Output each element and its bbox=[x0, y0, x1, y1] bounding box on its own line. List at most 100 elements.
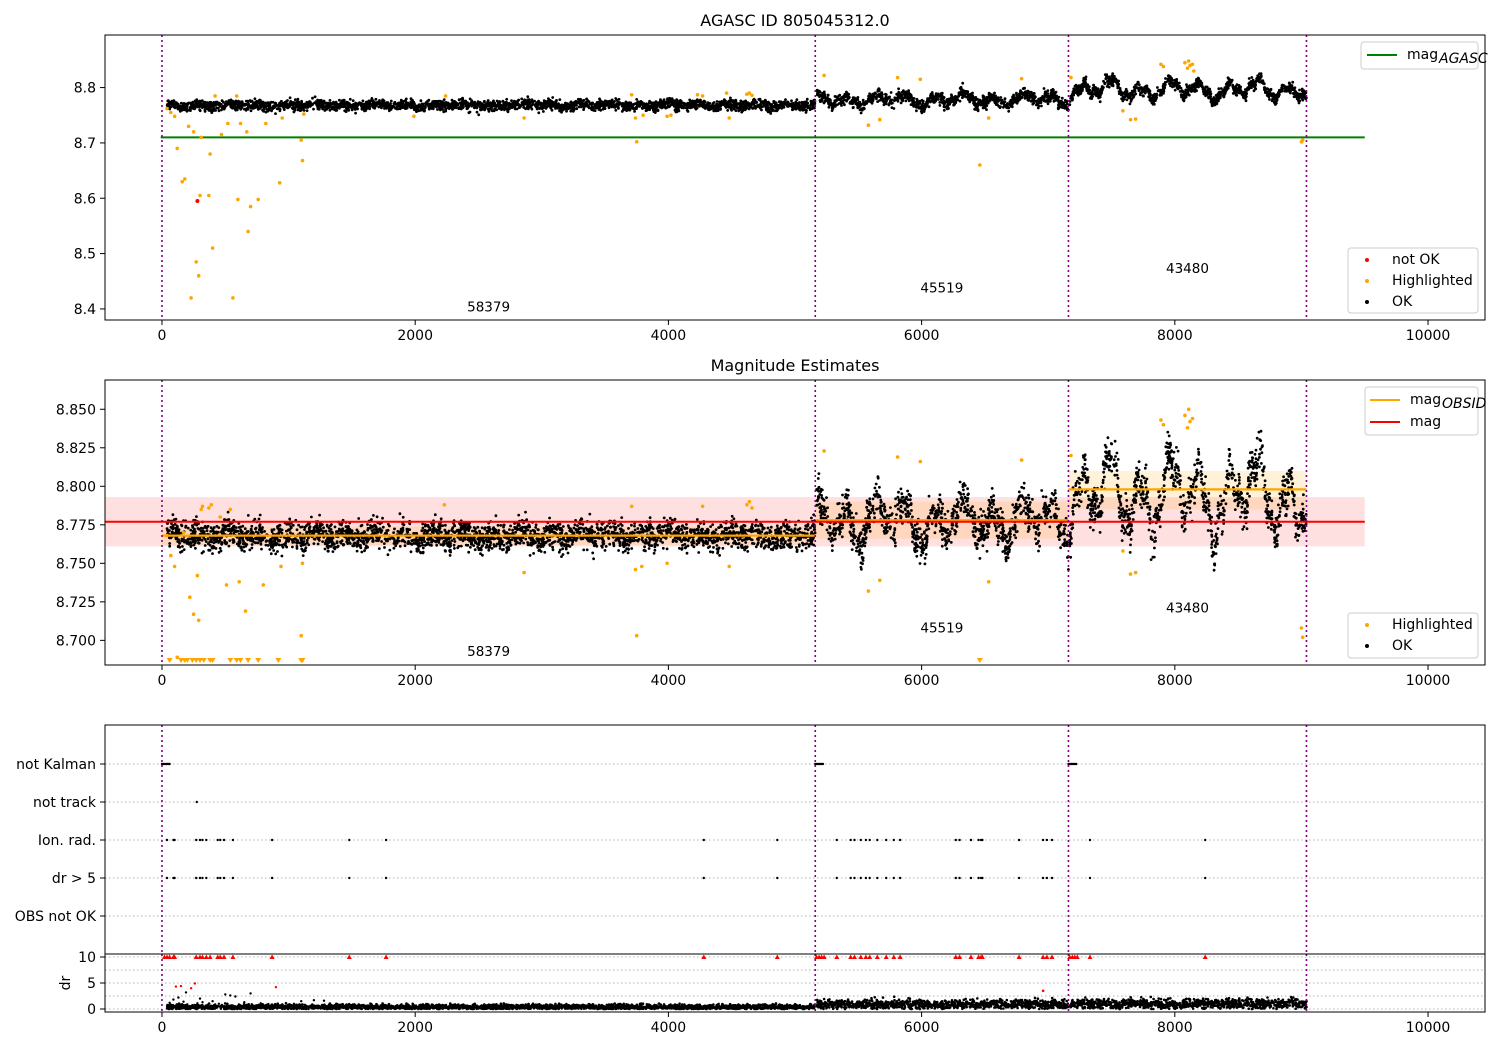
ok-point bbox=[974, 108, 978, 111]
ok-point bbox=[198, 109, 202, 113]
ok-point bbox=[999, 96, 1003, 99]
ok-point bbox=[511, 101, 514, 105]
ok-point bbox=[956, 95, 959, 99]
ok-point bbox=[400, 106, 404, 109]
ok-point bbox=[340, 102, 343, 106]
ok-point bbox=[282, 104, 285, 108]
ok-point bbox=[875, 94, 879, 98]
ok-point bbox=[292, 104, 295, 107]
ok-point bbox=[385, 106, 389, 110]
ok-point bbox=[1273, 102, 1277, 105]
ok-point bbox=[442, 110, 446, 114]
ok-point bbox=[253, 97, 257, 101]
highlighted-point bbox=[189, 296, 193, 300]
ok-point bbox=[876, 100, 879, 103]
ok-point bbox=[1272, 92, 1275, 96]
ok-point bbox=[915, 109, 918, 113]
ok-point bbox=[1129, 92, 1132, 96]
highlighted-point bbox=[199, 135, 203, 140]
ok-point bbox=[884, 92, 887, 96]
ok-point bbox=[308, 104, 312, 108]
ok-point bbox=[993, 95, 997, 99]
ok-point bbox=[232, 103, 236, 106]
ok-point bbox=[993, 100, 997, 104]
ok-point bbox=[179, 101, 183, 105]
ok-point bbox=[1114, 77, 1118, 81]
ok-point bbox=[643, 106, 647, 109]
ok-point bbox=[191, 100, 195, 104]
ok-point bbox=[1282, 84, 1285, 87]
ok-point bbox=[762, 104, 765, 108]
ok-point bbox=[337, 103, 341, 107]
ok-point bbox=[1084, 85, 1088, 89]
ok-point bbox=[632, 106, 635, 110]
ok-point bbox=[575, 101, 579, 105]
highlighted-point bbox=[175, 146, 179, 151]
ok-point bbox=[1189, 90, 1193, 93]
ok-point bbox=[1040, 104, 1043, 108]
ok-point bbox=[169, 105, 173, 108]
ok-point bbox=[226, 101, 230, 104]
ok-point bbox=[669, 103, 672, 107]
ok-point bbox=[305, 100, 309, 104]
ok-point bbox=[1161, 88, 1165, 92]
ok-point bbox=[575, 103, 578, 107]
ok-point bbox=[715, 100, 719, 103]
ok-point bbox=[182, 102, 186, 105]
ok-point bbox=[670, 97, 674, 100]
ok-point bbox=[439, 106, 443, 110]
highlighted-point bbox=[172, 114, 177, 119]
ok-point bbox=[521, 103, 525, 107]
ok-point bbox=[482, 100, 486, 104]
ok-point bbox=[372, 101, 376, 104]
ok-point bbox=[275, 107, 279, 111]
ok-point bbox=[198, 99, 202, 103]
ok-point bbox=[724, 106, 728, 109]
ok-point bbox=[710, 107, 713, 111]
ok-point bbox=[313, 95, 317, 99]
ok-point bbox=[836, 103, 839, 106]
ok-point bbox=[820, 99, 824, 103]
ok-point bbox=[1105, 85, 1109, 88]
ok-point bbox=[1073, 90, 1076, 94]
ok-point bbox=[442, 98, 446, 101]
ok-point bbox=[254, 100, 258, 104]
ok-point bbox=[565, 109, 568, 113]
ok-point bbox=[718, 100, 721, 104]
highlighted-point bbox=[234, 94, 239, 98]
ok-point bbox=[288, 96, 292, 100]
ok-point bbox=[607, 106, 611, 110]
ok-point bbox=[1125, 98, 1129, 102]
ok-point bbox=[261, 100, 265, 104]
ok-point bbox=[901, 97, 905, 101]
ok-point bbox=[712, 109, 716, 113]
ok-point bbox=[1003, 97, 1007, 101]
ok-point bbox=[1053, 95, 1057, 98]
ok-point bbox=[799, 104, 803, 108]
ok-point bbox=[912, 99, 915, 103]
ok-point bbox=[860, 108, 864, 112]
x-tick-label: 2000 bbox=[397, 328, 433, 344]
ok-point bbox=[1298, 99, 1302, 103]
ok-point bbox=[492, 99, 495, 103]
ok-point bbox=[1145, 86, 1148, 89]
highlighted-point bbox=[299, 138, 304, 142]
ok-point bbox=[249, 109, 253, 113]
ok-point bbox=[447, 104, 451, 107]
ok-point bbox=[677, 109, 681, 113]
ok-point bbox=[405, 104, 409, 108]
ok-point bbox=[951, 97, 955, 101]
ok-point bbox=[1222, 95, 1226, 98]
ok-point bbox=[1292, 95, 1296, 99]
ok-point bbox=[303, 102, 306, 106]
ok-point bbox=[327, 101, 330, 105]
ok-point bbox=[482, 107, 485, 111]
ok-point bbox=[688, 106, 691, 109]
ok-point bbox=[907, 92, 911, 96]
ok-point bbox=[1251, 78, 1255, 82]
ok-point bbox=[1020, 92, 1023, 96]
ok-point bbox=[551, 96, 555, 99]
ok-point bbox=[655, 105, 659, 109]
ok-point bbox=[506, 107, 510, 111]
ok-point bbox=[768, 108, 771, 111]
